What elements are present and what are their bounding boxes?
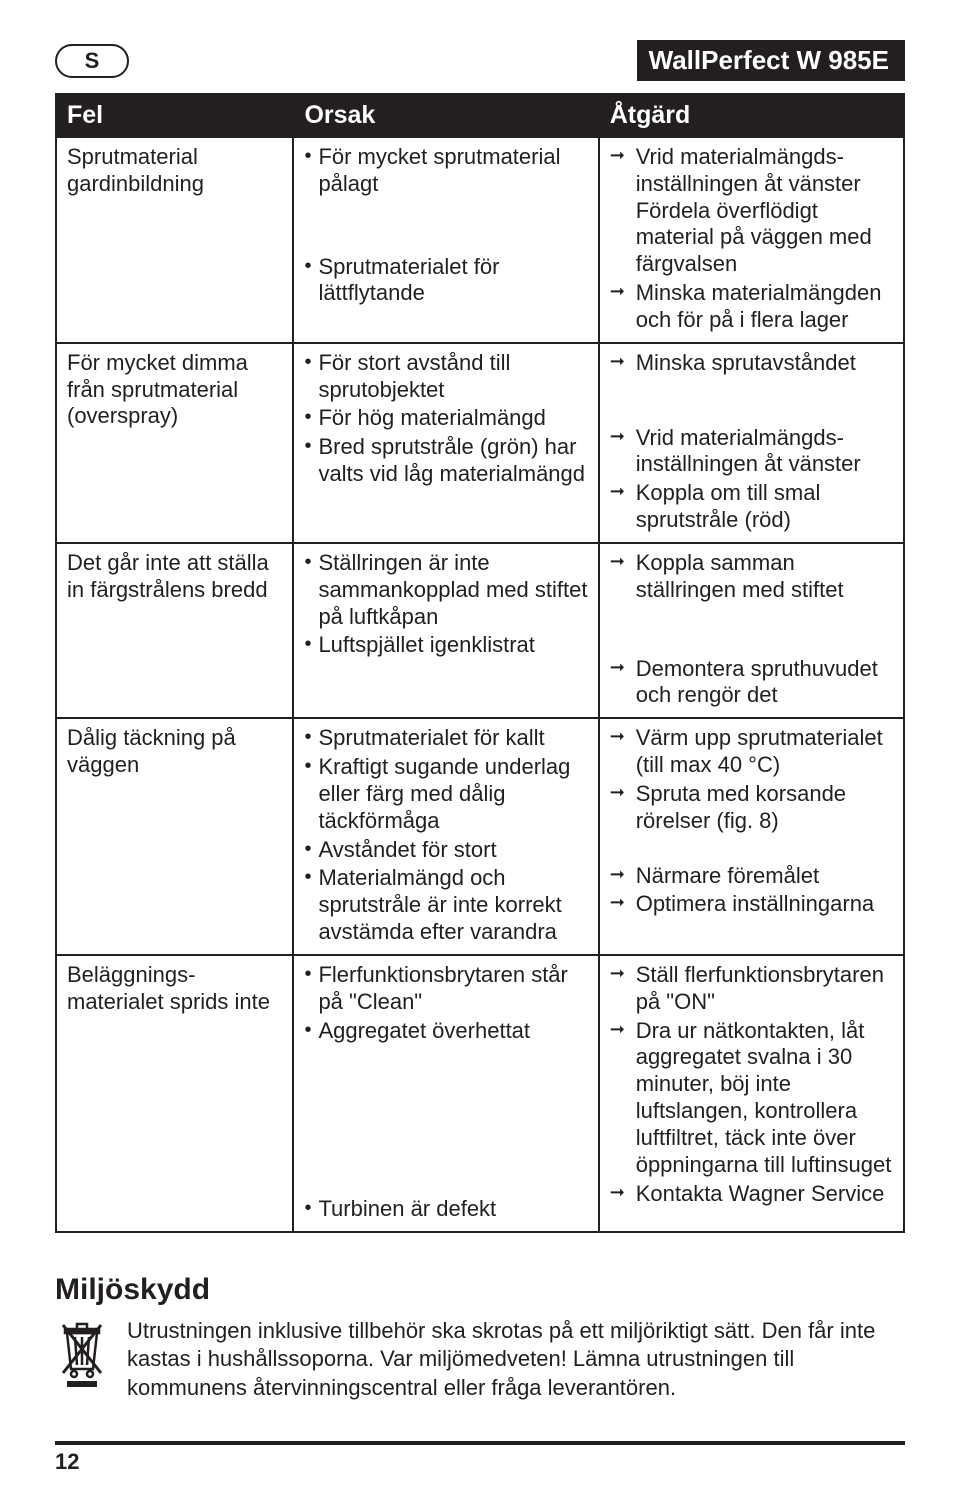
orsak-item: Flerfunktionsbrytaren står på "Clean" <box>304 962 589 1016</box>
table-row: Beläggnings­materialet sprids inteFlerfu… <box>56 955 904 1232</box>
header-orsak: Orsak <box>293 94 598 137</box>
orsak-item: För hög materialmängd <box>304 405 589 432</box>
environment-text: Utrustningen inklusive tillbehör ska skr… <box>127 1317 905 1401</box>
atgard-item: Dra ur nätkontakten, låt aggregatet sval… <box>610 1018 895 1179</box>
atgard-item: Ställ flerfunktionsbrytaren på "ON" <box>610 962 895 1016</box>
cell-fel: Dålig täckning på väggen <box>56 718 293 955</box>
language-code: S <box>85 48 100 74</box>
atgard-item: Koppla om till smal sprutstråle (röd) <box>610 480 895 534</box>
page-header: S WallPerfect W 985E <box>55 40 905 81</box>
cell-orsak: Sprutmaterialet för kalltKraftigt sugand… <box>293 718 598 955</box>
cell-orsak: Ställringen är inte sammankopplad med st… <box>293 543 598 718</box>
orsak-item: Turbinen är defekt <box>304 1196 589 1223</box>
cell-orsak: Flerfunktionsbrytaren står på "Clean"Agg… <box>293 955 598 1232</box>
table-row: Dålig täckning på väggenSprutmaterialet … <box>56 718 904 955</box>
cell-atgard: Ställ flerfunktionsbrytaren på "ON"Dra u… <box>599 955 904 1232</box>
cell-fel: Beläggnings­materialet sprids inte <box>56 955 293 1232</box>
cell-fel: Sprutmaterial gardinbildning <box>56 137 293 343</box>
orsak-item: Bred sprutstråle (grön) har valts vid lå… <box>304 434 589 488</box>
orsak-item: Aggregatet överhettat <box>304 1018 589 1045</box>
atgard-item: Vrid materialmängds­inställningen åt vän… <box>610 144 895 278</box>
atgard-item: Värm upp sprutmaterialet (till max 40 °C… <box>610 725 895 779</box>
orsak-item: Kraftigt sugande underlag eller färg med… <box>304 754 589 834</box>
orsak-item: För stort avstånd till sprutobjektet <box>304 350 589 404</box>
orsak-item: Avståndet för stort <box>304 837 589 864</box>
atgard-item: Demontera spruthuvudet och rengör det <box>610 656 895 710</box>
header-fel: Fel <box>56 94 293 137</box>
cell-orsak: För stort avstånd till sprutobjektetFör … <box>293 343 598 543</box>
cell-atgard: Vrid materialmängds­inställningen åt vän… <box>599 137 904 343</box>
table-header-row: Fel Orsak Åtgärd <box>56 94 904 137</box>
troubleshooting-table: Fel Orsak Åtgärd Sprutmaterial gardinbil… <box>55 93 905 1233</box>
atgard-item: Spruta med korsande rörelser (fig. 8) <box>610 781 895 835</box>
footer-rule <box>55 1441 905 1445</box>
cell-atgard: Minska sprutavståndet Vrid materialmängds… <box>599 343 904 543</box>
atgard-item: Närmare föremålet <box>610 863 895 890</box>
environment-heading: Miljöskydd <box>55 1273 905 1307</box>
table-row: Det går inte att ställa in färgstrålens … <box>56 543 904 718</box>
cell-atgard: Koppla samman ställringen med stiftet Dem… <box>599 543 904 718</box>
product-title: WallPerfect W 985E <box>637 40 905 81</box>
environment-section: Utrustningen inklusive tillbehör ska skr… <box>55 1317 905 1401</box>
orsak-item: Sprutmaterialet för kallt <box>304 725 589 752</box>
atgard-item: Koppla samman ställringen med stiftet <box>610 550 895 604</box>
atgard-item: Vrid materialmängds­inställningen åt vän… <box>610 425 895 479</box>
cell-fel: För mycket dimma från sprutmaterial (ove… <box>56 343 293 543</box>
weee-icon <box>55 1317 109 1392</box>
atgard-item: Optimera inställningarna <box>610 891 895 918</box>
language-badge: S <box>55 44 129 78</box>
orsak-item: Sprutmaterialet för lättflytande <box>304 254 589 308</box>
orsak-item: För mycket sprutmaterial pålagt <box>304 144 589 198</box>
atgard-item: Minska materialmängden och för på i fler… <box>610 280 895 334</box>
table-body: Sprutmaterial gardinbildningFör mycket s… <box>56 137 904 1232</box>
cell-atgard: Värm upp sprutmaterialet (till max 40 °C… <box>599 718 904 955</box>
cell-fel: Det går inte att ställa in färgstrålens … <box>56 543 293 718</box>
cell-orsak: För mycket sprutmaterial pålagt Sprutmate… <box>293 137 598 343</box>
atgard-item: Minska sprutavståndet <box>610 350 895 377</box>
orsak-item: Luftspjället igenklistrat <box>304 632 589 659</box>
page: S WallPerfect W 985E Fel Orsak Åtgärd Sp… <box>0 0 960 1505</box>
orsak-item: Ställringen är inte sammankopplad med st… <box>304 550 589 630</box>
page-footer: 12 <box>55 1441 905 1475</box>
header-atgard: Åtgärd <box>599 94 904 137</box>
atgard-item: Kontakta Wagner Service <box>610 1181 895 1208</box>
table-row: Sprutmaterial gardinbildningFör mycket s… <box>56 137 904 343</box>
table-row: För mycket dimma från sprutmaterial (ove… <box>56 343 904 543</box>
page-number: 12 <box>55 1449 905 1475</box>
orsak-item: Materialmängd och sprutstråle är inte ko… <box>304 865 589 945</box>
